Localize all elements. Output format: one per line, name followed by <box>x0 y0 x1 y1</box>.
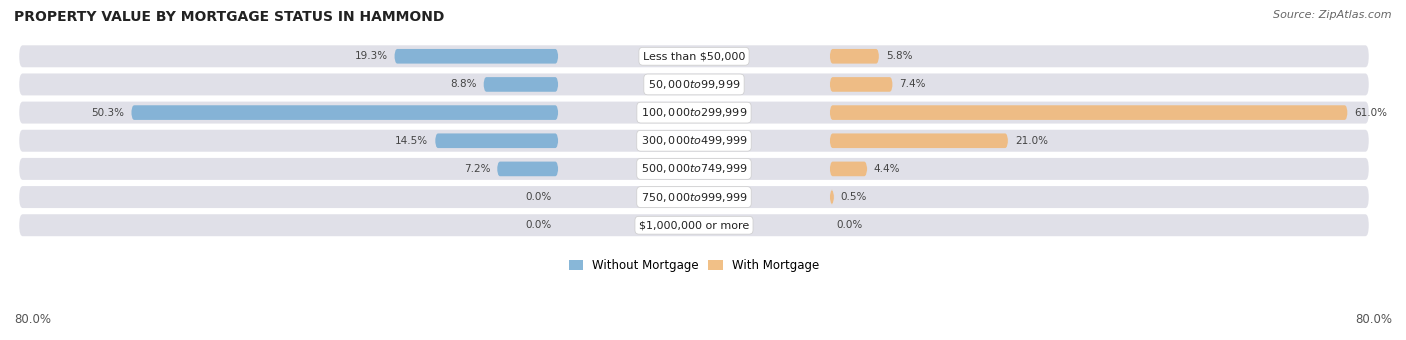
Text: PROPERTY VALUE BY MORTGAGE STATUS IN HAMMOND: PROPERTY VALUE BY MORTGAGE STATUS IN HAM… <box>14 10 444 24</box>
Legend: Without Mortgage, With Mortgage: Without Mortgage, With Mortgage <box>564 254 824 277</box>
Text: $1,000,000 or more: $1,000,000 or more <box>638 220 749 230</box>
Text: 14.5%: 14.5% <box>395 136 429 146</box>
Text: 8.8%: 8.8% <box>450 80 477 89</box>
Text: 50.3%: 50.3% <box>91 107 125 118</box>
FancyBboxPatch shape <box>20 102 1368 123</box>
Text: 19.3%: 19.3% <box>354 51 388 61</box>
Text: 7.2%: 7.2% <box>464 164 491 174</box>
Text: $50,000 to $99,999: $50,000 to $99,999 <box>648 78 740 91</box>
FancyBboxPatch shape <box>20 45 1368 67</box>
Text: 5.8%: 5.8% <box>886 51 912 61</box>
FancyBboxPatch shape <box>484 77 558 92</box>
FancyBboxPatch shape <box>830 77 893 92</box>
Text: $100,000 to $299,999: $100,000 to $299,999 <box>641 106 747 119</box>
Text: 61.0%: 61.0% <box>1354 107 1388 118</box>
FancyBboxPatch shape <box>498 162 558 176</box>
Text: 7.4%: 7.4% <box>900 80 927 89</box>
FancyBboxPatch shape <box>830 49 879 64</box>
FancyBboxPatch shape <box>434 133 558 148</box>
FancyBboxPatch shape <box>830 133 1008 148</box>
Text: 4.4%: 4.4% <box>875 164 900 174</box>
FancyBboxPatch shape <box>395 49 558 64</box>
Text: 80.0%: 80.0% <box>1355 313 1392 326</box>
Text: 0.5%: 0.5% <box>841 192 868 202</box>
Text: 0.0%: 0.0% <box>526 192 551 202</box>
Text: $500,000 to $749,999: $500,000 to $749,999 <box>641 163 748 175</box>
Text: 80.0%: 80.0% <box>14 313 51 326</box>
FancyBboxPatch shape <box>20 73 1368 96</box>
FancyBboxPatch shape <box>830 162 868 176</box>
FancyBboxPatch shape <box>20 186 1368 208</box>
Text: $300,000 to $499,999: $300,000 to $499,999 <box>641 134 748 147</box>
FancyBboxPatch shape <box>20 158 1368 180</box>
FancyBboxPatch shape <box>20 130 1368 152</box>
Text: 21.0%: 21.0% <box>1015 136 1047 146</box>
Text: Less than $50,000: Less than $50,000 <box>643 51 745 61</box>
Text: 0.0%: 0.0% <box>837 220 863 230</box>
FancyBboxPatch shape <box>131 105 558 120</box>
Text: 0.0%: 0.0% <box>526 220 551 230</box>
FancyBboxPatch shape <box>20 214 1368 236</box>
Text: Source: ZipAtlas.com: Source: ZipAtlas.com <box>1274 10 1392 20</box>
FancyBboxPatch shape <box>830 105 1347 120</box>
Text: $750,000 to $999,999: $750,000 to $999,999 <box>641 190 748 204</box>
FancyBboxPatch shape <box>830 190 834 204</box>
